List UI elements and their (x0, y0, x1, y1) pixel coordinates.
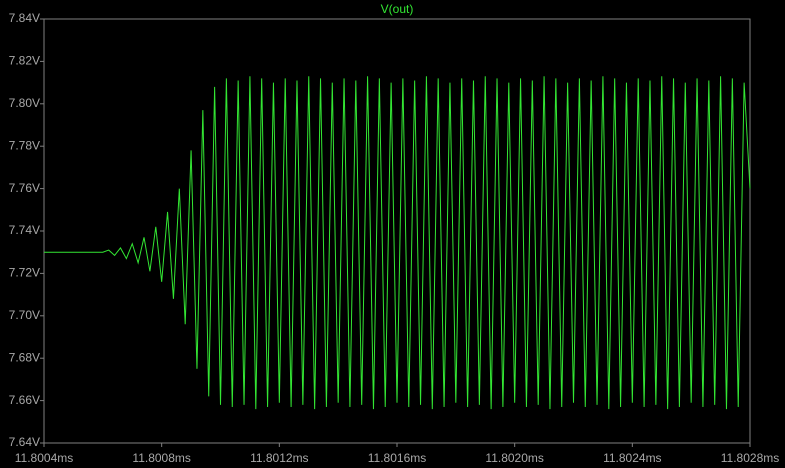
y-tick-label: 7.70V (9, 308, 40, 322)
y-tick-label: 7.68V (9, 350, 40, 364)
y-tick-label: 7.74V (9, 223, 40, 237)
y-tick-label: 7.76V (9, 181, 40, 195)
y-tick-label: 7.78V (9, 138, 40, 152)
x-tick-label: 11.8028ms (721, 451, 779, 465)
y-tick-label: 7.84V (9, 11, 40, 25)
y-tick-label: 7.72V (9, 266, 40, 280)
y-tick-label: 7.66V (9, 393, 40, 407)
x-tick-label: 11.8024ms (603, 451, 661, 465)
x-tick-label: 11.8016ms (368, 451, 426, 465)
x-tick-label: 11.8008ms (132, 451, 190, 465)
y-tick-label: 7.82V (9, 54, 40, 68)
chart-title: V(out) (381, 2, 414, 16)
waveform (44, 76, 751, 410)
y-tick-label: 7.80V (9, 96, 40, 110)
y-tick-label: 7.64V (9, 435, 40, 449)
x-tick-label: 11.8004ms (15, 451, 73, 465)
x-tick-label: 11.8020ms (485, 451, 543, 465)
x-tick-label: 11.8012ms (250, 451, 308, 465)
